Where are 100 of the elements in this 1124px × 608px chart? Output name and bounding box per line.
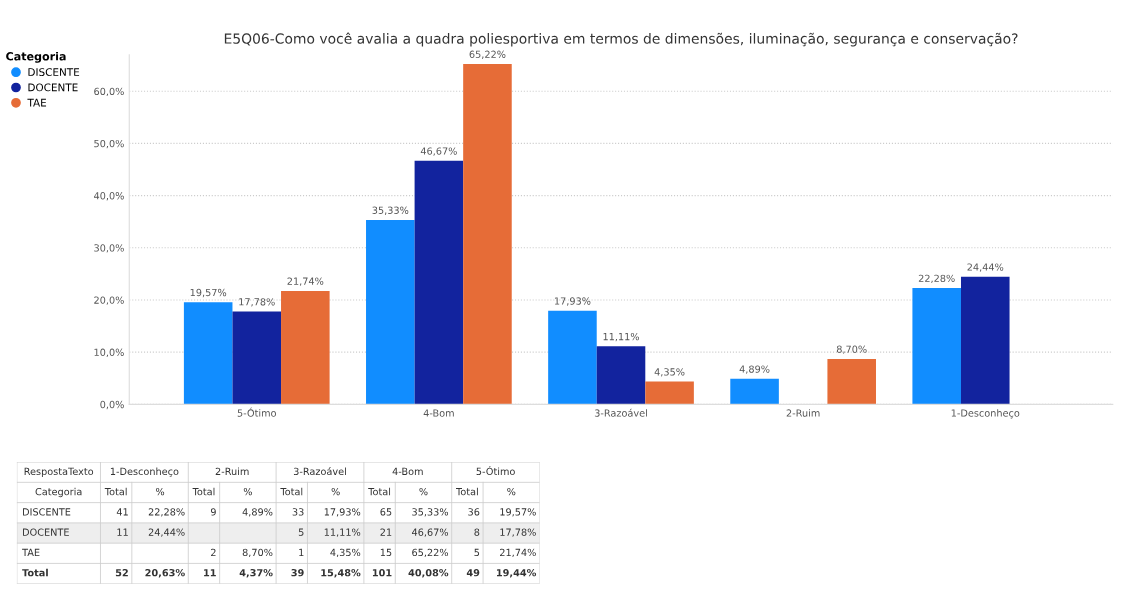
data-label: 22,28%	[918, 274, 955, 283]
data-label: 65,22%	[469, 50, 506, 59]
category-label: TAE	[22, 548, 40, 556]
category-label: DOCENTE	[23, 528, 69, 536]
data-label: 46,67%	[420, 147, 457, 156]
text: 24,44%	[148, 528, 185, 537]
text: 5	[474, 548, 480, 557]
text: 8	[474, 528, 480, 536]
text: 101	[372, 569, 392, 577]
chart-title: E5Q06-Como você avalia a quadra poliesportiva em termos de dimensões, iluminação, segurança e conservação?	[224, 32, 1018, 47]
text: %	[507, 487, 516, 496]
text: RespostaTexto	[24, 467, 94, 477]
bar	[730, 378, 779, 405]
data-label: 4,89%	[739, 365, 770, 374]
bar	[960, 276, 1010, 405]
data-label: 17,93%	[554, 297, 591, 306]
x-tick-label: 5-Ótimo	[237, 407, 276, 417]
text: 65	[380, 508, 392, 516]
bar	[463, 64, 512, 405]
bar	[827, 358, 876, 405]
bar	[645, 381, 694, 405]
category-label: 5-Ótimo	[476, 465, 515, 476]
text: 65,22%	[412, 548, 449, 558]
bar	[366, 219, 415, 405]
data-label: 8,70%	[836, 345, 867, 354]
text: 46,67%	[411, 528, 449, 537]
bar	[232, 311, 282, 405]
text: 19,57%	[500, 508, 536, 517]
category-label: 1-Desconheço	[110, 467, 179, 477]
bar	[414, 160, 464, 405]
x-tick-label: 2-Ruim	[786, 409, 820, 417]
text: 4,89%	[242, 508, 273, 517]
text: Total	[280, 487, 303, 496]
category-label: Categoria	[35, 487, 82, 498]
data-label: 11,11%	[603, 332, 640, 342]
category-label: 3-Razoável	[293, 467, 346, 476]
text: 21,74%	[500, 548, 536, 558]
text: 36	[468, 508, 480, 516]
text: Total	[192, 487, 215, 496]
text: 8,70%	[242, 548, 273, 558]
text: Total	[368, 487, 391, 496]
category-label: Total	[22, 568, 48, 577]
category-label: 4-Bom	[392, 467, 423, 476]
data-label: 4,35%	[654, 368, 685, 377]
text: 1	[299, 548, 304, 556]
text: 4,35%	[330, 548, 361, 558]
text: 17,93%	[324, 508, 361, 517]
text: 11	[204, 569, 216, 577]
text: 2	[211, 548, 216, 556]
text: 4,37%	[239, 569, 273, 578]
data-label: 24,44%	[967, 263, 1004, 272]
text: 11,11%	[324, 528, 361, 537]
data-label: 19,57%	[190, 288, 227, 298]
text: 15	[380, 548, 392, 557]
bar	[281, 290, 330, 405]
y-tick-label: 50,0%	[94, 139, 124, 149]
x-tick-label: 1-Desconheço	[951, 409, 1020, 419]
y-tick-label: 30,0%	[94, 244, 124, 253]
text: 21	[380, 528, 392, 536]
text: 35,33%	[412, 508, 449, 517]
text: 22,28%	[148, 508, 185, 517]
y-tick-label: 60,0%	[94, 87, 124, 97]
legend-label: TAE	[27, 98, 47, 107]
bar	[912, 288, 961, 405]
text: 17,78%	[500, 528, 536, 537]
text: Total	[456, 487, 478, 496]
text: 40,08%	[408, 569, 449, 578]
data-label: 21,74%	[287, 277, 324, 286]
data-label: 17,78%	[239, 298, 275, 307]
x-tick-label: 3-Razoável	[594, 408, 647, 417]
text: 52	[115, 569, 128, 577]
text: 39	[291, 569, 304, 577]
text: 33	[292, 508, 304, 516]
text: 11	[117, 528, 128, 536]
text: 5	[298, 528, 304, 536]
text: %	[419, 487, 428, 496]
text: 20,63%	[145, 569, 185, 578]
bar	[596, 346, 646, 405]
data-label: 35,33%	[372, 206, 409, 215]
category-label: DISCENTE	[23, 508, 71, 516]
y-tick-label: 10,0%	[94, 348, 124, 357]
legend-label: DISCENTE	[28, 68, 80, 77]
text: %	[243, 487, 252, 496]
text: 15,48%	[321, 569, 361, 578]
text: %	[155, 487, 165, 496]
bar	[183, 302, 233, 405]
text: Total	[104, 487, 127, 496]
text: %	[331, 487, 340, 496]
x-tick-label: 4-Bom	[423, 409, 454, 417]
y-tick-label: 40,0%	[93, 192, 124, 201]
text: 19,44%	[496, 569, 537, 578]
text: 49	[466, 569, 480, 577]
category-label: 2-Ruim	[215, 467, 249, 476]
y-tick-label: 20,0%	[94, 296, 124, 305]
legend-label: DOCENTE	[28, 83, 78, 92]
legend-title: Categoria	[6, 51, 66, 63]
text: 41	[116, 508, 128, 516]
text: 9	[210, 508, 216, 516]
bar	[548, 310, 597, 405]
y-tick-label: 0,0%	[100, 400, 124, 410]
